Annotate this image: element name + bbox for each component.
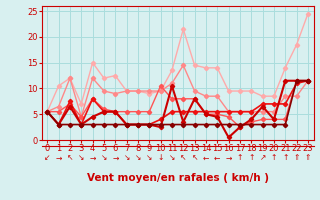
Text: ↑: ↑ [271,154,277,162]
Text: →: → [225,154,232,162]
Text: ⇑: ⇑ [293,154,300,162]
Text: ←: ← [203,154,209,162]
Text: ↗: ↗ [260,154,266,162]
Text: ↘: ↘ [146,154,152,162]
Text: →: → [55,154,62,162]
Text: ↘: ↘ [78,154,84,162]
Text: →: → [112,154,118,162]
Text: ↘: ↘ [135,154,141,162]
Text: ↑: ↑ [282,154,288,162]
Text: ←: ← [214,154,220,162]
Text: ↘: ↘ [124,154,130,162]
Text: →: → [89,154,96,162]
Text: Vent moyen/en rafales ( km/h ): Vent moyen/en rafales ( km/h ) [87,173,268,183]
Text: ↘: ↘ [101,154,107,162]
Text: ↙: ↙ [44,154,51,162]
Text: ↓: ↓ [157,154,164,162]
Text: ⇑: ⇑ [305,154,311,162]
Text: ↖: ↖ [191,154,198,162]
Text: ↖: ↖ [67,154,73,162]
Text: ↖: ↖ [180,154,187,162]
Text: ↑: ↑ [237,154,243,162]
Text: ↘: ↘ [169,154,175,162]
Text: ↑: ↑ [248,154,254,162]
